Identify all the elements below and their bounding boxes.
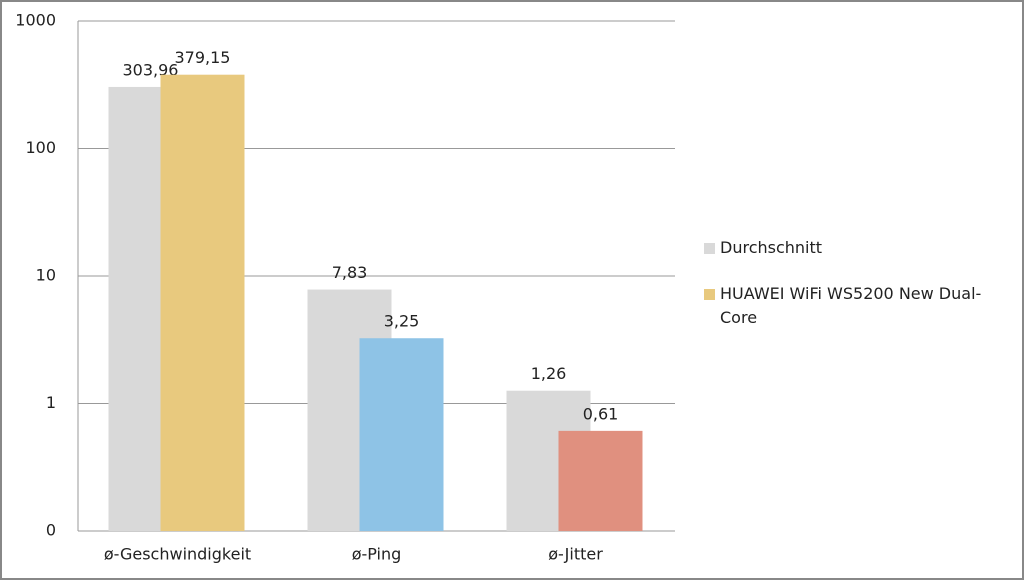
x-tick-label: ø-Geschwindigkeit xyxy=(104,545,251,564)
bar xyxy=(160,74,245,531)
legend-item: HUAWEI WiFi WS5200 New Dual-Core xyxy=(704,282,1004,330)
y-tick-label: 0 xyxy=(46,521,56,540)
legend: Durchschnitt HUAWEI WiFi WS5200 New Dual-… xyxy=(704,236,1004,352)
value-label: 1,26 xyxy=(531,364,567,383)
y-tick-label: 100 xyxy=(25,138,56,157)
legend-swatch xyxy=(704,289,715,300)
legend-swatch xyxy=(704,243,715,254)
legend-label: HUAWEI WiFi WS5200 New Dual-Core xyxy=(720,284,982,327)
legend-label: Durchschnitt xyxy=(720,238,823,257)
legend-item: Durchschnitt xyxy=(704,236,1004,260)
y-tick-label: 10 xyxy=(36,266,56,285)
value-label: 3,25 xyxy=(384,312,420,331)
y-tick-label: 1000 xyxy=(15,11,56,30)
bar xyxy=(558,430,643,531)
value-label: 303,96 xyxy=(123,60,179,79)
x-tick-label: ø-Ping xyxy=(352,545,402,564)
value-label: 7,83 xyxy=(332,263,368,282)
value-label: 0,61 xyxy=(583,404,619,423)
bar xyxy=(359,338,444,531)
y-tick-label: 1 xyxy=(46,393,56,412)
x-tick-label: ø-Jitter xyxy=(548,545,603,564)
value-label: 379,15 xyxy=(175,48,231,67)
